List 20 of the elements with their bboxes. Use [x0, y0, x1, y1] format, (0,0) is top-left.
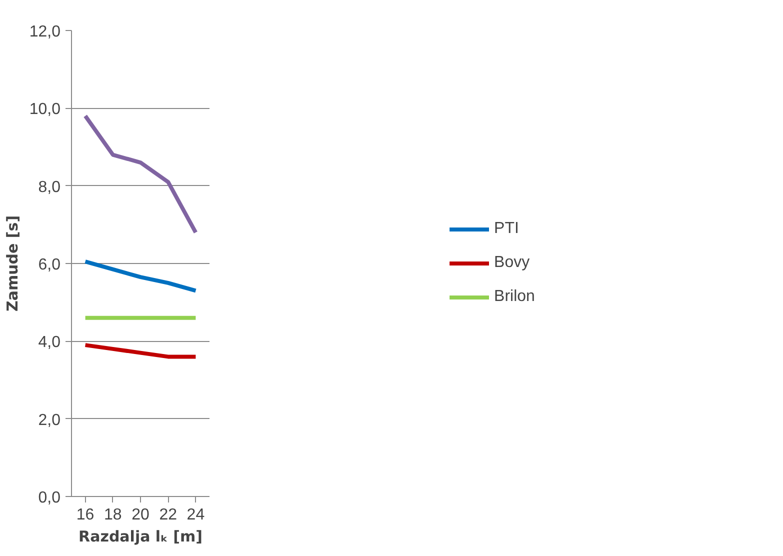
x-tick-label: 18: [104, 506, 122, 524]
y-tick-label: 6,0: [38, 256, 61, 274]
line-series: [83, 114, 198, 234]
line-series: [83, 343, 198, 359]
y-tick-label: 12,0: [29, 24, 61, 40]
x-tick-label: 22: [159, 506, 178, 524]
y-tick-label: 8,0: [38, 178, 61, 196]
y-axis-title: Zamude [s]: [3, 215, 22, 312]
y-tick-label: 0,0: [38, 490, 61, 506]
y-tick-label: 2,0: [38, 412, 61, 429]
y-tick-label: 10,0: [29, 101, 61, 118]
x-tick-label: 24: [186, 506, 205, 524]
x-tick-label: 16: [76, 506, 94, 524]
y-tick-label: 4,0: [38, 334, 61, 352]
x-axis-title: Razdalja lₖ [m]: [78, 528, 202, 546]
legend-label: Brilon: [494, 288, 535, 306]
x-tick-label: 20: [132, 506, 150, 524]
line-series: [83, 260, 198, 293]
legend-label: PTI: [494, 220, 519, 238]
legend-label: Bovy: [494, 254, 530, 272]
